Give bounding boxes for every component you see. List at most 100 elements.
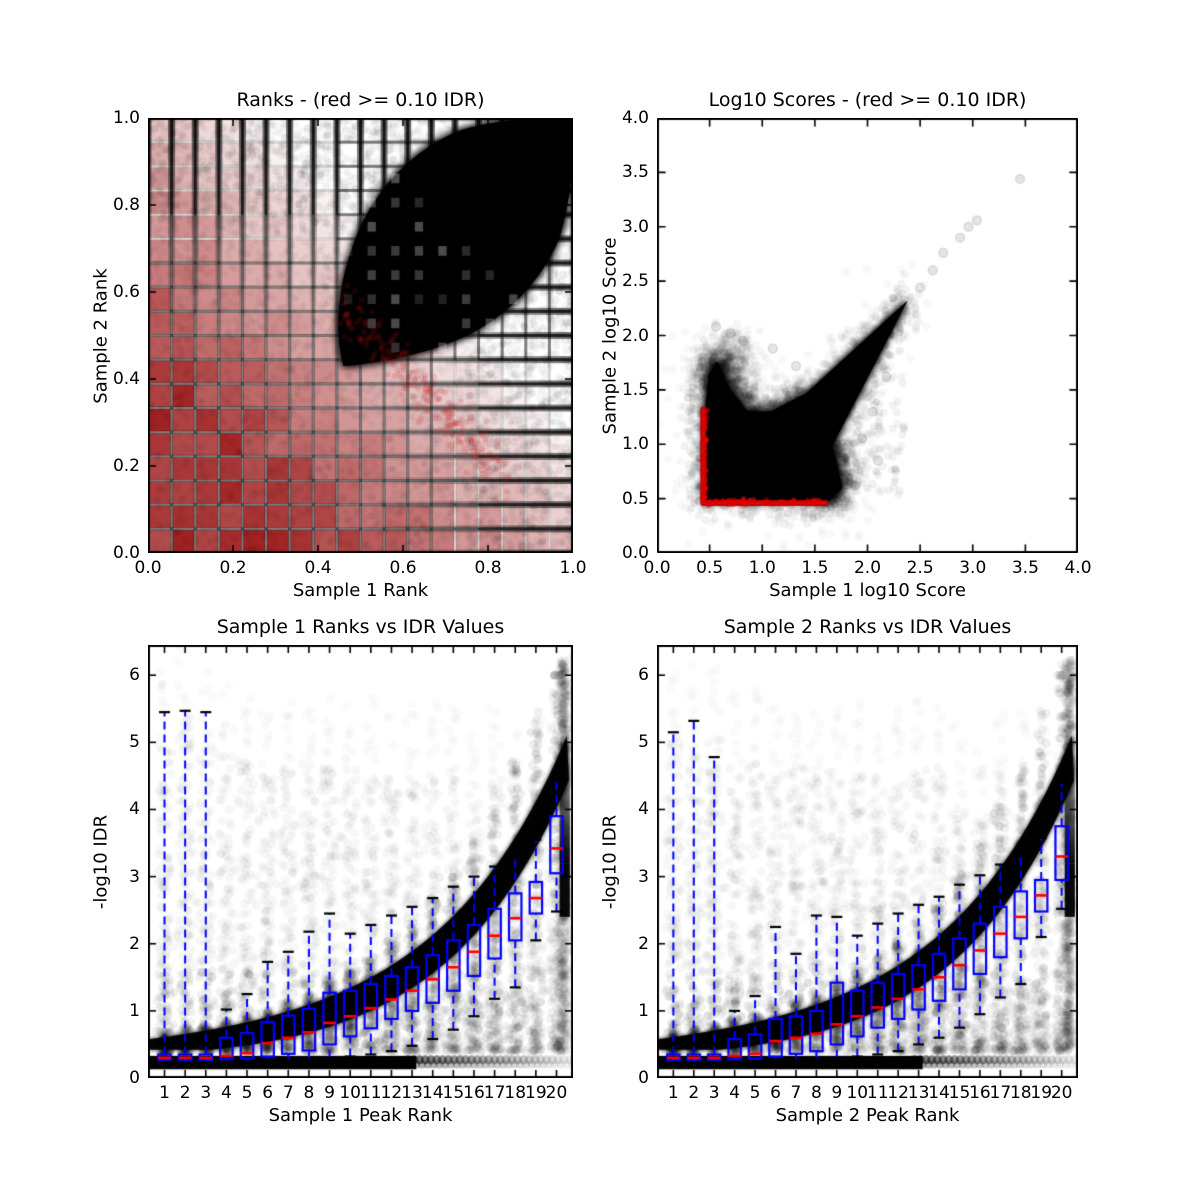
- x-tick-label: 20: [1050, 1083, 1073, 1103]
- scores-scatter-canvas: [657, 118, 1078, 553]
- y-tick-label: 2.5: [621, 271, 649, 292]
- subplot-sample2-idr-boxplot: Sample 2 Ranks vs IDR Values -log10 IDR …: [600, 616, 1078, 1126]
- x-tick-label: 0.5: [696, 558, 724, 578]
- x-tick-label: 15: [948, 1083, 971, 1103]
- y-tick-label: 0.0: [112, 543, 140, 563]
- x-tick-label: 3: [708, 1083, 720, 1103]
- y-tick-label: 1.0: [621, 434, 649, 455]
- x-tick-label: 11: [866, 1083, 889, 1103]
- x-tick-label: 15: [442, 1083, 465, 1103]
- x-tick-label: 1: [159, 1083, 170, 1103]
- y-axis-label: Sample 2 Rank: [90, 267, 112, 404]
- y-tick-label: 6: [638, 665, 649, 686]
- y-tick-label: 2: [638, 933, 649, 954]
- x-tick-label: 2.0: [853, 558, 882, 578]
- y-tick-label: 5: [129, 732, 140, 753]
- x-tick-label: 1: [667, 1083, 679, 1103]
- y-tick-label: 0: [129, 1068, 140, 1088]
- y-tick-label: 1: [129, 1000, 140, 1021]
- x-tick-label: 7: [790, 1083, 802, 1103]
- y-tick-label: 0.8: [112, 195, 140, 215]
- y-tick-label: 3: [129, 866, 140, 887]
- x-tick-label: 10: [339, 1083, 361, 1103]
- x-tick-label: 3.5: [1011, 558, 1039, 578]
- x-tick-label: 0.0: [134, 558, 162, 578]
- x-tick-label: 0.4: [304, 558, 332, 578]
- x-tick-label: 5: [241, 1083, 253, 1103]
- plot-title: Sample 2 Ranks vs IDR Values: [723, 616, 1012, 638]
- x-tick-label: 3.0: [959, 558, 987, 578]
- y-tick-label: 3.5: [621, 162, 649, 183]
- x-tick-label: 9: [831, 1083, 843, 1103]
- x-tick-label: 11: [359, 1083, 382, 1103]
- y-tick-label: 0: [638, 1068, 649, 1088]
- sample2-idr-boxplot-canvas: [657, 645, 1078, 1078]
- x-tick-label: 3: [200, 1083, 212, 1103]
- y-tick-label: 0.5: [621, 488, 649, 509]
- x-tick-label: 1.0: [559, 558, 587, 578]
- y-tick-label: 2: [129, 933, 140, 954]
- y-tick-label: 4: [129, 799, 140, 820]
- subplot-log10-scores-scatter: Log10 Scores - (red >= 0.10 IDR) Sample …: [600, 89, 1092, 601]
- x-tick-label: 1.5: [801, 558, 829, 578]
- x-tick-label: 18: [504, 1083, 527, 1103]
- y-axis-label: -log10 IDR: [599, 814, 621, 909]
- y-tick-label: 5: [638, 732, 649, 753]
- x-tick-label: 5: [749, 1083, 761, 1103]
- x-tick-label: 13: [401, 1083, 423, 1103]
- x-tick-label: 0.6: [389, 558, 417, 578]
- x-tick-label: 9: [324, 1083, 335, 1103]
- x-tick-label: 13: [907, 1083, 930, 1103]
- x-tick-label: 14: [928, 1083, 950, 1103]
- x-tick-label: 8: [303, 1083, 315, 1103]
- y-tick-label: 3: [638, 866, 649, 887]
- x-tick-label: 4.0: [1064, 558, 1092, 578]
- y-tick-label: 0.0: [621, 543, 649, 563]
- plot-title: Log10 Scores - (red >= 0.10 IDR): [708, 89, 1027, 111]
- plot-title: Ranks - (red >= 0.10 IDR): [236, 89, 485, 111]
- x-tick-label: 10: [846, 1083, 869, 1103]
- y-axis-label: -log10 IDR: [90, 814, 112, 909]
- y-tick-label: 3.0: [621, 216, 649, 237]
- y-tick-label: 4.0: [621, 108, 649, 128]
- y-tick-label: 1.0: [112, 108, 140, 128]
- subplot-sample1-idr-boxplot: Sample 1 Ranks vs IDR Values -log10 IDR …: [91, 616, 573, 1126]
- x-tick-label: 4: [729, 1083, 741, 1103]
- x-axis-label: Sample 1 Rank: [292, 580, 429, 601]
- x-tick-label: 0.8: [474, 558, 502, 578]
- x-tick-label: 8: [810, 1083, 822, 1103]
- y-tick-label: 2.0: [621, 325, 649, 346]
- sample1-idr-boxplot-canvas: [148, 645, 573, 1078]
- y-tick-label: 4: [638, 799, 649, 820]
- y-tick-label: 6: [129, 665, 140, 686]
- x-tick-label: 2.5: [906, 558, 934, 578]
- x-tick-label: 18: [1009, 1083, 1032, 1103]
- y-tick-label: 0.6: [112, 282, 140, 302]
- x-tick-label: 0.2: [219, 558, 247, 578]
- x-tick-label: 0.0: [643, 558, 671, 578]
- x-tick-label: 16: [969, 1083, 991, 1103]
- x-tick-label: 16: [463, 1083, 485, 1103]
- y-tick-label: 1: [638, 1000, 649, 1021]
- y-axis-label: Sample 2 log10 Score: [599, 237, 621, 434]
- x-tick-label: 17: [989, 1083, 1012, 1103]
- plot-title: Sample 1 Ranks vs IDR Values: [216, 616, 505, 638]
- x-tick-label: 2: [179, 1083, 191, 1103]
- x-tick-label: 12: [887, 1083, 909, 1103]
- x-tick-label: 1.0: [748, 558, 776, 578]
- ranks-scatter-canvas: [148, 118, 573, 553]
- x-tick-label: 7: [282, 1083, 294, 1103]
- x-tick-label: 14: [421, 1083, 444, 1103]
- x-axis-label: Sample 1 log10 Score: [769, 580, 966, 601]
- x-tick-label: 4: [220, 1083, 232, 1103]
- x-tick-label: 20: [545, 1083, 568, 1103]
- y-tick-label: 0.2: [112, 456, 140, 476]
- x-tick-label: 17: [483, 1083, 506, 1103]
- x-tick-label: 19: [525, 1083, 547, 1103]
- x-axis-label: Sample 1 Peak Rank: [268, 1105, 453, 1126]
- x-axis-label: Sample 2 Peak Rank: [775, 1105, 960, 1126]
- subplot-ranks-scatter: Ranks - (red >= 0.10 IDR) Sample 2 Rank …: [91, 89, 587, 601]
- x-tick-label: 2: [688, 1083, 700, 1103]
- x-tick-label: 12: [380, 1083, 403, 1103]
